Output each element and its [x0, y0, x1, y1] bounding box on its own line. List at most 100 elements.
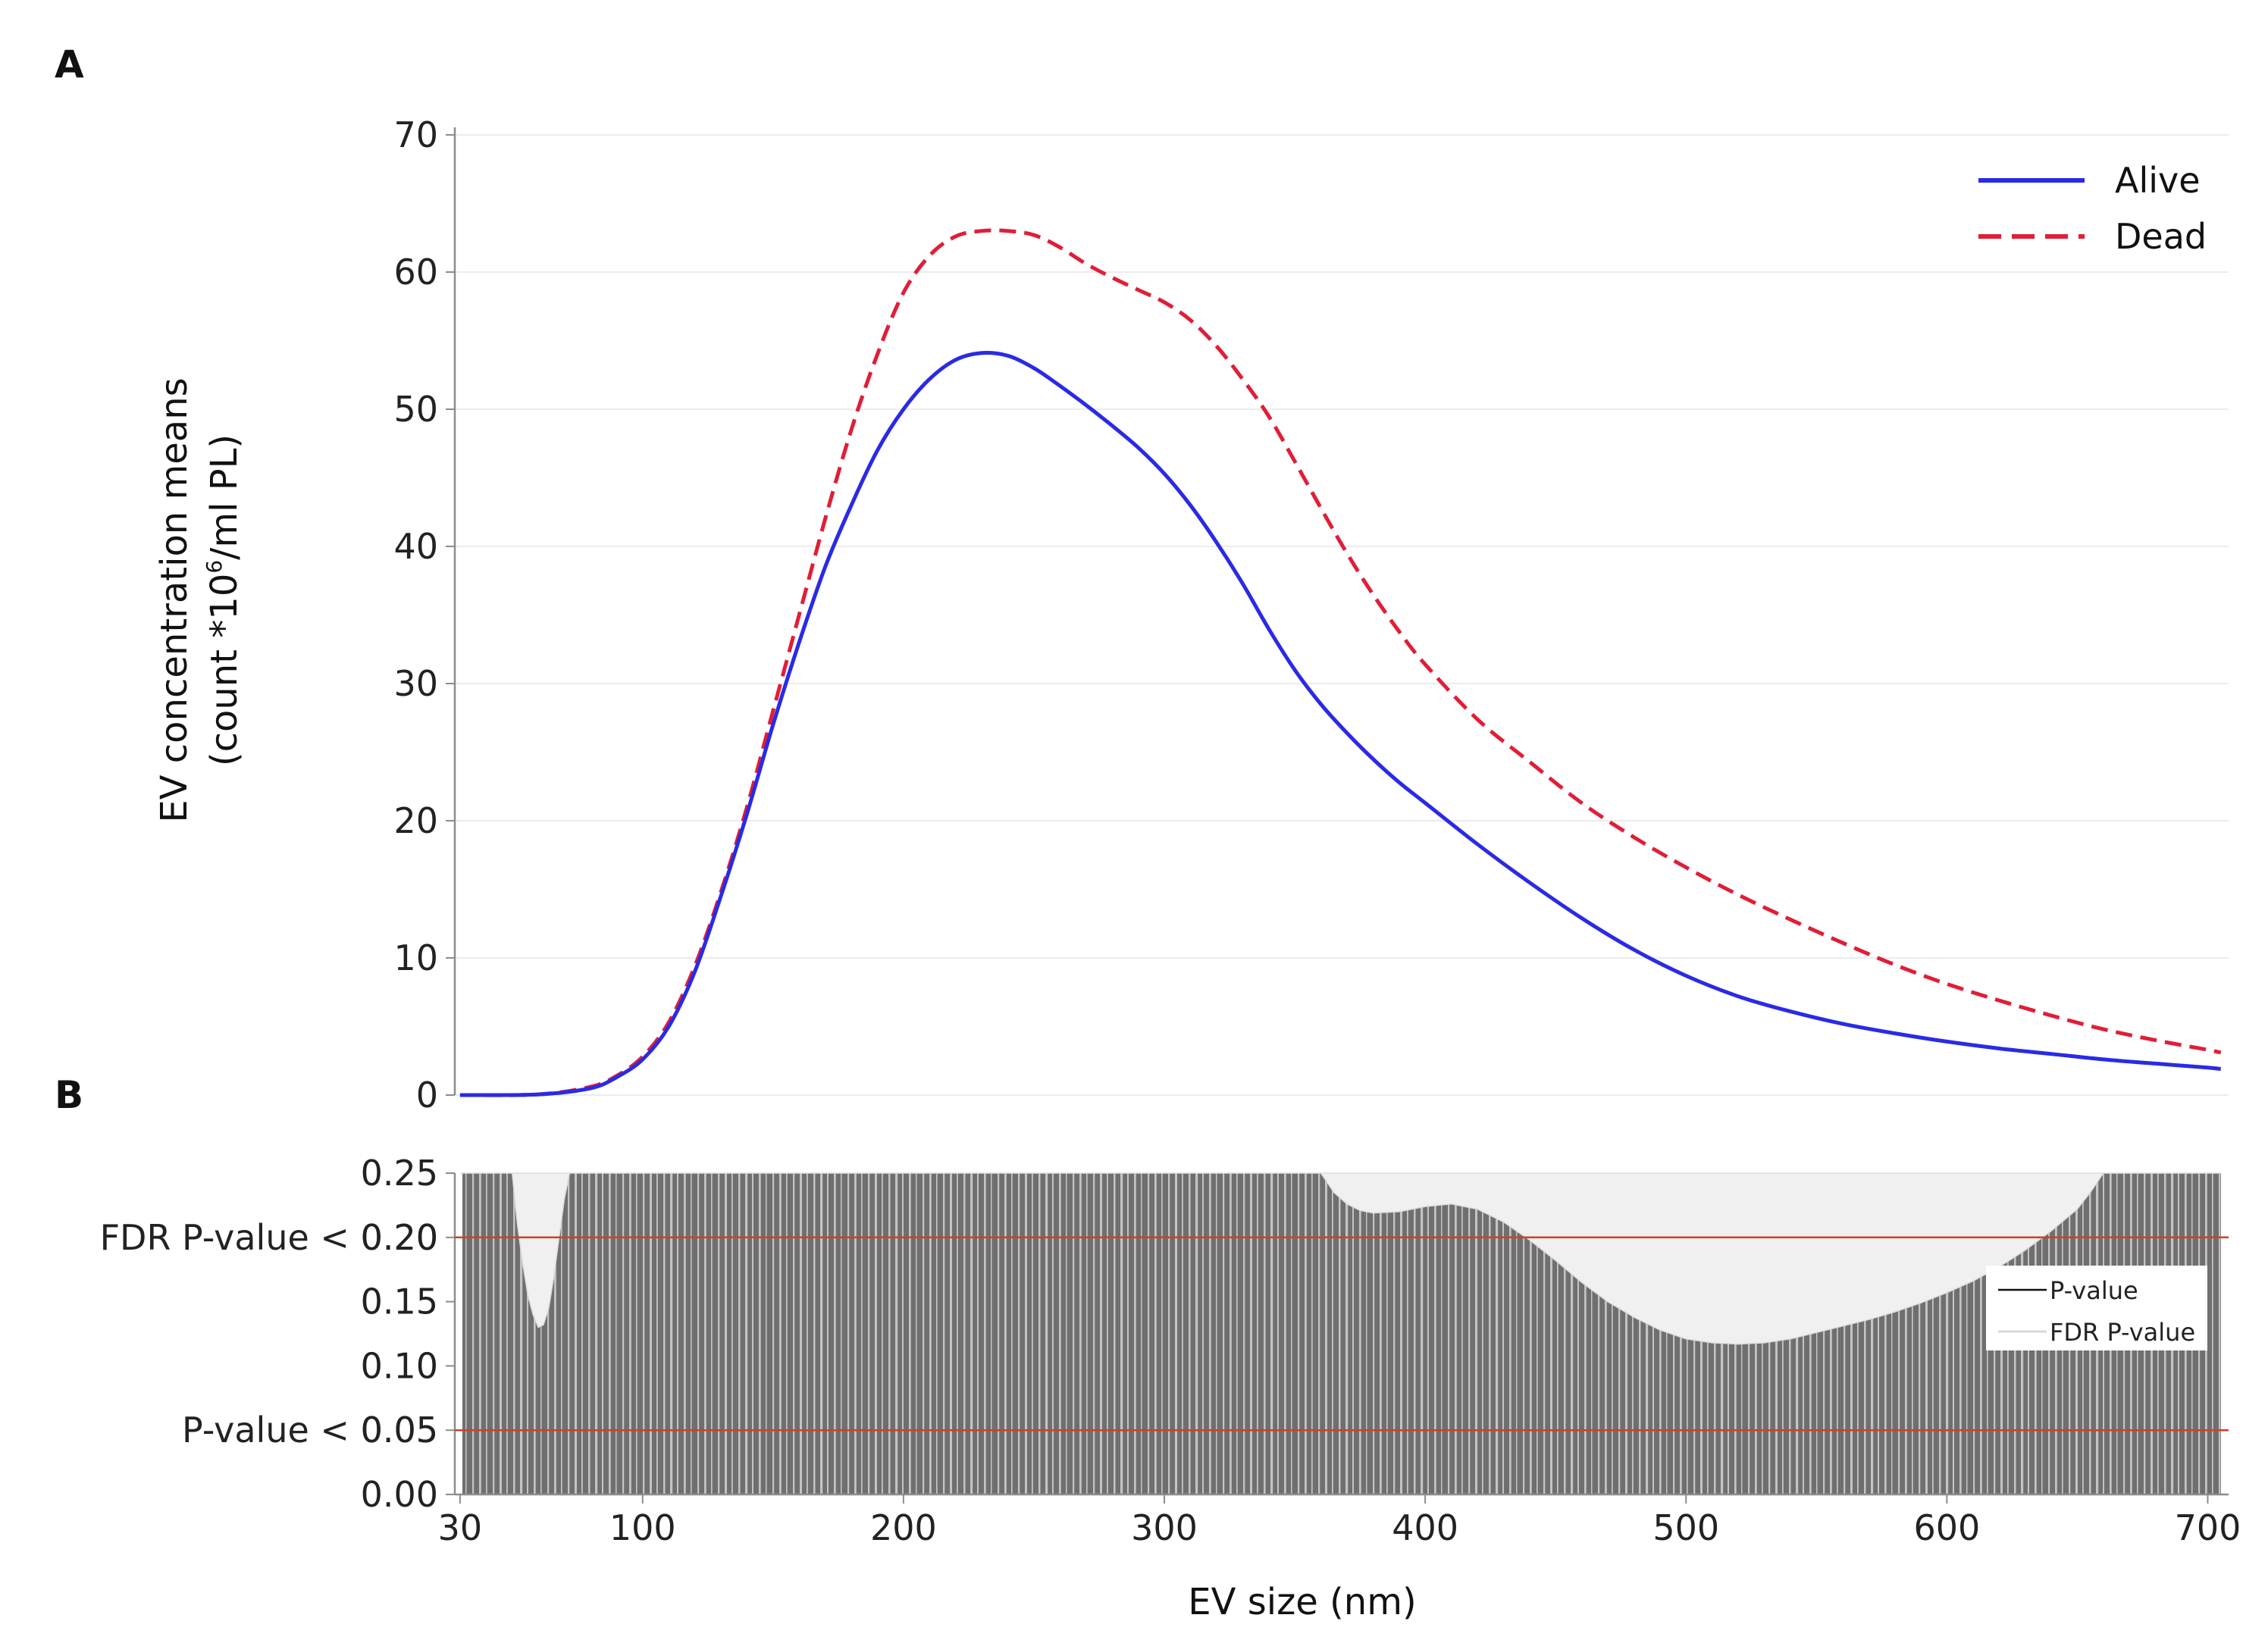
- y-tick-label-b: 0.15: [361, 1282, 438, 1322]
- p-value-bar-gap: [1305, 1173, 1307, 1494]
- p-value-bar-gap: [1332, 1173, 1333, 1494]
- p-value-bar-gap: [1939, 1173, 1941, 1494]
- p-value-bar-gap: [1264, 1173, 1266, 1494]
- x-tick-label: 600: [1913, 1507, 1980, 1548]
- chart-a-y-ticks: 0 10 20 30 40 50 60 70: [393, 114, 455, 1116]
- p-value-bar-gap: [1311, 1173, 1313, 1494]
- p-value-bar-gap: [540, 1173, 542, 1494]
- chart-b-legend-box: [1986, 1266, 2207, 1350]
- p-value-bar-gap: [1189, 1173, 1191, 1494]
- y-tick-label-b: 0.25: [361, 1153, 438, 1194]
- p-value-bar-gap: [500, 1173, 502, 1494]
- p-value-bar-gap: [1973, 1173, 1975, 1494]
- y-tick-label-b: 0.20: [361, 1217, 438, 1258]
- p-value-bar-gap: [1052, 1173, 1054, 1494]
- chart-a-legend: Alive Dead: [1978, 160, 2207, 257]
- y-tick-label-b: 0.00: [361, 1474, 438, 1515]
- p-value-bar-gap: [677, 1173, 678, 1494]
- x-tick-label: 300: [1131, 1507, 1198, 1548]
- p-value-bar-gap: [602, 1173, 603, 1494]
- p-value-bar-gap: [1257, 1173, 1258, 1494]
- p-value-bar-gap: [1127, 1173, 1129, 1494]
- legend-alive-label: Alive: [2115, 160, 2201, 201]
- p-value-bar-gap: [1373, 1173, 1375, 1494]
- p-value-bar-gap: [1482, 1173, 1483, 1494]
- legend-fdr-label: FDR P-value: [2050, 1318, 2195, 1347]
- p-value-bar-gap: [1298, 1173, 1300, 1494]
- y-axis-title-exponent: 6: [202, 560, 227, 574]
- p-value-bar-gap: [1925, 1173, 1928, 1494]
- p-value-bar-gap: [1537, 1173, 1538, 1494]
- p-value-bar-gap: [1202, 1173, 1204, 1494]
- p-value-bar-gap: [868, 1173, 870, 1494]
- p-value-bar-gap: [1891, 1173, 1893, 1494]
- p-value-bar-gap: [841, 1173, 842, 1494]
- p-value-bar-gap: [1114, 1173, 1116, 1494]
- p-value-bar-gap: [1816, 1173, 1818, 1494]
- p-value-bar-gap: [957, 1173, 958, 1494]
- p-value-bar-gap: [1639, 1173, 1641, 1494]
- p-value-bar-gap: [506, 1173, 508, 1494]
- p-value-bar-gap: [479, 1173, 481, 1494]
- p-value-bar-gap: [807, 1173, 808, 1494]
- p-value-bar-gap: [1223, 1173, 1225, 1494]
- p-value-bar-gap: [936, 1173, 938, 1494]
- p-value-bar-gap: [1182, 1173, 1183, 1494]
- p-value-bar-gap: [882, 1173, 883, 1494]
- y-axis-title-unit-prefix: (count *10: [203, 574, 246, 766]
- p-value-bar-gap: [588, 1173, 590, 1494]
- p-value-bar-gap: [766, 1173, 767, 1494]
- p-value-bar-gap: [970, 1173, 973, 1494]
- p-value-bar-gap: [875, 1173, 877, 1494]
- y-tick-label-a: 70: [393, 114, 438, 155]
- p-value-bar-gap: [998, 1173, 1000, 1494]
- p-value-bar-gap: [581, 1173, 583, 1494]
- p-value-bar-gap: [1148, 1173, 1150, 1494]
- p-value-bar-gap: [1141, 1173, 1142, 1494]
- p-value-bar-gap: [1584, 1173, 1587, 1494]
- p-value-bar-gap: [691, 1173, 692, 1494]
- legend-dead-label: Dead: [2115, 216, 2207, 257]
- p-value-bar-gap: [1400, 1173, 1402, 1494]
- p-value-bar-gap: [991, 1173, 992, 1494]
- p-value-bar-gap: [1073, 1173, 1075, 1494]
- p-value-bar-gap: [1612, 1173, 1613, 1494]
- p-value-bar-gap: [1475, 1173, 1477, 1494]
- p-value-bar-gap: [1243, 1173, 1245, 1494]
- p-value-bar-gap: [1270, 1173, 1273, 1494]
- p-value-bar-gap: [813, 1173, 816, 1494]
- p-value-bar-gap: [704, 1173, 706, 1494]
- p-value-bar-gap: [1523, 1173, 1525, 1494]
- p-value-bar-gap: [527, 1173, 528, 1494]
- p-value-bar-gap: [1857, 1173, 1859, 1494]
- chart-a-gridlines: [455, 134, 2229, 1096]
- p-value-bar-gap: [1291, 1173, 1292, 1494]
- p-value-bar-gap: [670, 1173, 673, 1494]
- p-value-bar-gap: [1980, 1173, 1982, 1494]
- p-value-bar-gap: [834, 1173, 836, 1494]
- p-value-bar-gap: [1407, 1173, 1408, 1494]
- p-value-bar-gap: [554, 1173, 556, 1494]
- p-value-bar-gap: [895, 1173, 898, 1494]
- p-value-bar-gap: [650, 1173, 652, 1494]
- p-value-bar-gap: [1489, 1173, 1491, 1494]
- p-value-bar-gap: [1455, 1173, 1457, 1494]
- p-value-bar-gap: [534, 1173, 536, 1494]
- p-value-bar-gap: [1905, 1173, 1907, 1494]
- p-value-bar-gap: [950, 1173, 952, 1494]
- p-value-bar-gap: [888, 1173, 891, 1494]
- y-axis-title-line2: (count *106/ml PL): [202, 434, 246, 766]
- p-value-bar-gap: [902, 1173, 904, 1494]
- p-value-bar-gap: [943, 1173, 945, 1494]
- p-value-bar-gap: [725, 1173, 727, 1494]
- p-value-bar-gap: [520, 1173, 523, 1494]
- x-tick-label: 30: [438, 1507, 483, 1548]
- p-value-bar-gap: [697, 1173, 700, 1494]
- p-value-bar-gap: [1045, 1173, 1048, 1494]
- p-value-bar-gap: [929, 1173, 932, 1494]
- p-value-bar-gap: [1564, 1173, 1566, 1494]
- p-value-bar-gap: [711, 1173, 713, 1494]
- p-value-bar-gap: [684, 1173, 686, 1494]
- p-value-bar-gap: [616, 1173, 617, 1494]
- p-value-bar-gap: [1577, 1173, 1579, 1494]
